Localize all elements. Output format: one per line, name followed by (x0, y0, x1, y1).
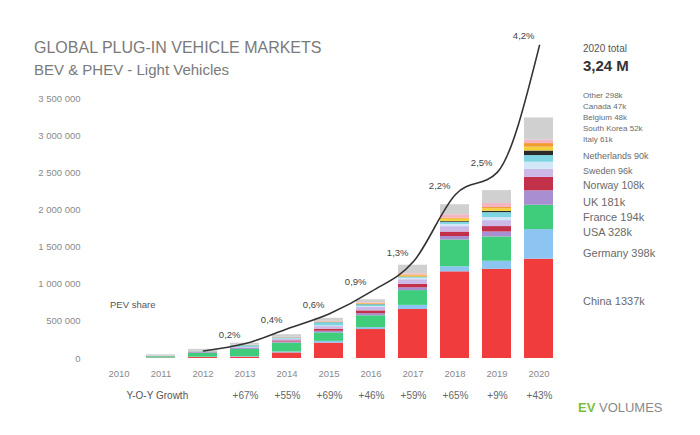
svg-text:3 000 000: 3 000 000 (38, 130, 80, 141)
html-text:France 194k: France 194k (583, 211, 645, 223)
svg-text:2013: 2013 (234, 368, 255, 379)
html-text:Italy 61k: Italy 61k (583, 135, 613, 144)
svg-text:+69%: +69% (317, 390, 343, 401)
svg-text:2010: 2010 (108, 368, 129, 379)
svg-text:0,6%: 0,6% (303, 299, 325, 310)
svg-text:4,2%: 4,2% (513, 30, 535, 41)
html-text:USA 328k: USA 328k (583, 226, 632, 238)
svg-text:2 500 000: 2 500 000 (38, 167, 80, 178)
svg-text:+55%: +55% (275, 390, 301, 401)
svg-text:+67%: +67% (233, 390, 259, 401)
html-text:Norway 108k: Norway 108k (583, 179, 645, 191)
html-text:Other 298k: Other 298k (583, 91, 623, 100)
svg-text:2 000 000: 2 000 000 (38, 204, 80, 215)
svg-text:1 000 000: 1 000 000 (38, 278, 80, 289)
html-text:PEV share: PEV share (110, 299, 156, 310)
svg-text:Y-O-Y Growth: Y-O-Y Growth (127, 390, 189, 401)
html-text:Canada 47k: Canada 47k (583, 102, 627, 111)
svg-text:+43%: +43% (527, 390, 553, 401)
svg-text:+59%: +59% (401, 390, 427, 401)
svg-text:2020: 2020 (528, 368, 549, 379)
svg-text:0,2%: 0,2% (219, 329, 241, 340)
svg-text:2019: 2019 (486, 368, 507, 379)
svg-text:2017: 2017 (402, 368, 423, 379)
html-text:Germany 398k: Germany 398k (583, 247, 656, 259)
svg-text:2,2%: 2,2% (429, 180, 451, 191)
html-text:GLOBAL PLUG-IN VEHICLE MARKETS: GLOBAL PLUG-IN VEHICLE MARKETS (34, 39, 322, 56)
html-text:China 1337k: China 1337k (583, 295, 645, 307)
svg-text:3 500 000: 3 500 000 (38, 93, 80, 104)
svg-text:1,3%: 1,3% (387, 247, 409, 258)
svg-text:+46%: +46% (359, 390, 385, 401)
svg-text:+65%: +65% (443, 390, 469, 401)
svg-text:1 500 000: 1 500 000 (38, 241, 80, 252)
svg-text:0,9%: 0,9% (345, 276, 367, 287)
svg-text:2,5%: 2,5% (471, 157, 493, 168)
html-text:EV VOLUMES: EV VOLUMES (578, 400, 663, 415)
html-text:South Korea 52k: South Korea 52k (583, 124, 643, 133)
html-text:Netherlands 90k: Netherlands 90k (583, 151, 649, 161)
svg-text:2018: 2018 (444, 368, 465, 379)
svg-text:2011: 2011 (151, 368, 171, 379)
html-text:UK 181k: UK 181k (583, 196, 626, 208)
html-text:3,24 M: 3,24 M (583, 57, 629, 74)
html-text:Belgium 48k: Belgium 48k (583, 113, 627, 122)
svg-text:500 000: 500 000 (46, 315, 80, 326)
html-text:BEV & PHEV - Light Vehicles: BEV & PHEV - Light Vehicles (34, 61, 230, 78)
svg-text:0,4%: 0,4% (261, 314, 283, 325)
svg-text:2015: 2015 (318, 368, 339, 379)
svg-text:0: 0 (75, 353, 80, 364)
svg-text:+9%: +9% (487, 390, 507, 401)
html-text:2020 total: 2020 total (583, 43, 627, 54)
svg-text:2016: 2016 (360, 368, 381, 379)
svg-text:2014: 2014 (276, 368, 297, 379)
svg-text:2012: 2012 (192, 368, 213, 379)
html-text:Sweden 96k: Sweden 96k (583, 166, 633, 176)
